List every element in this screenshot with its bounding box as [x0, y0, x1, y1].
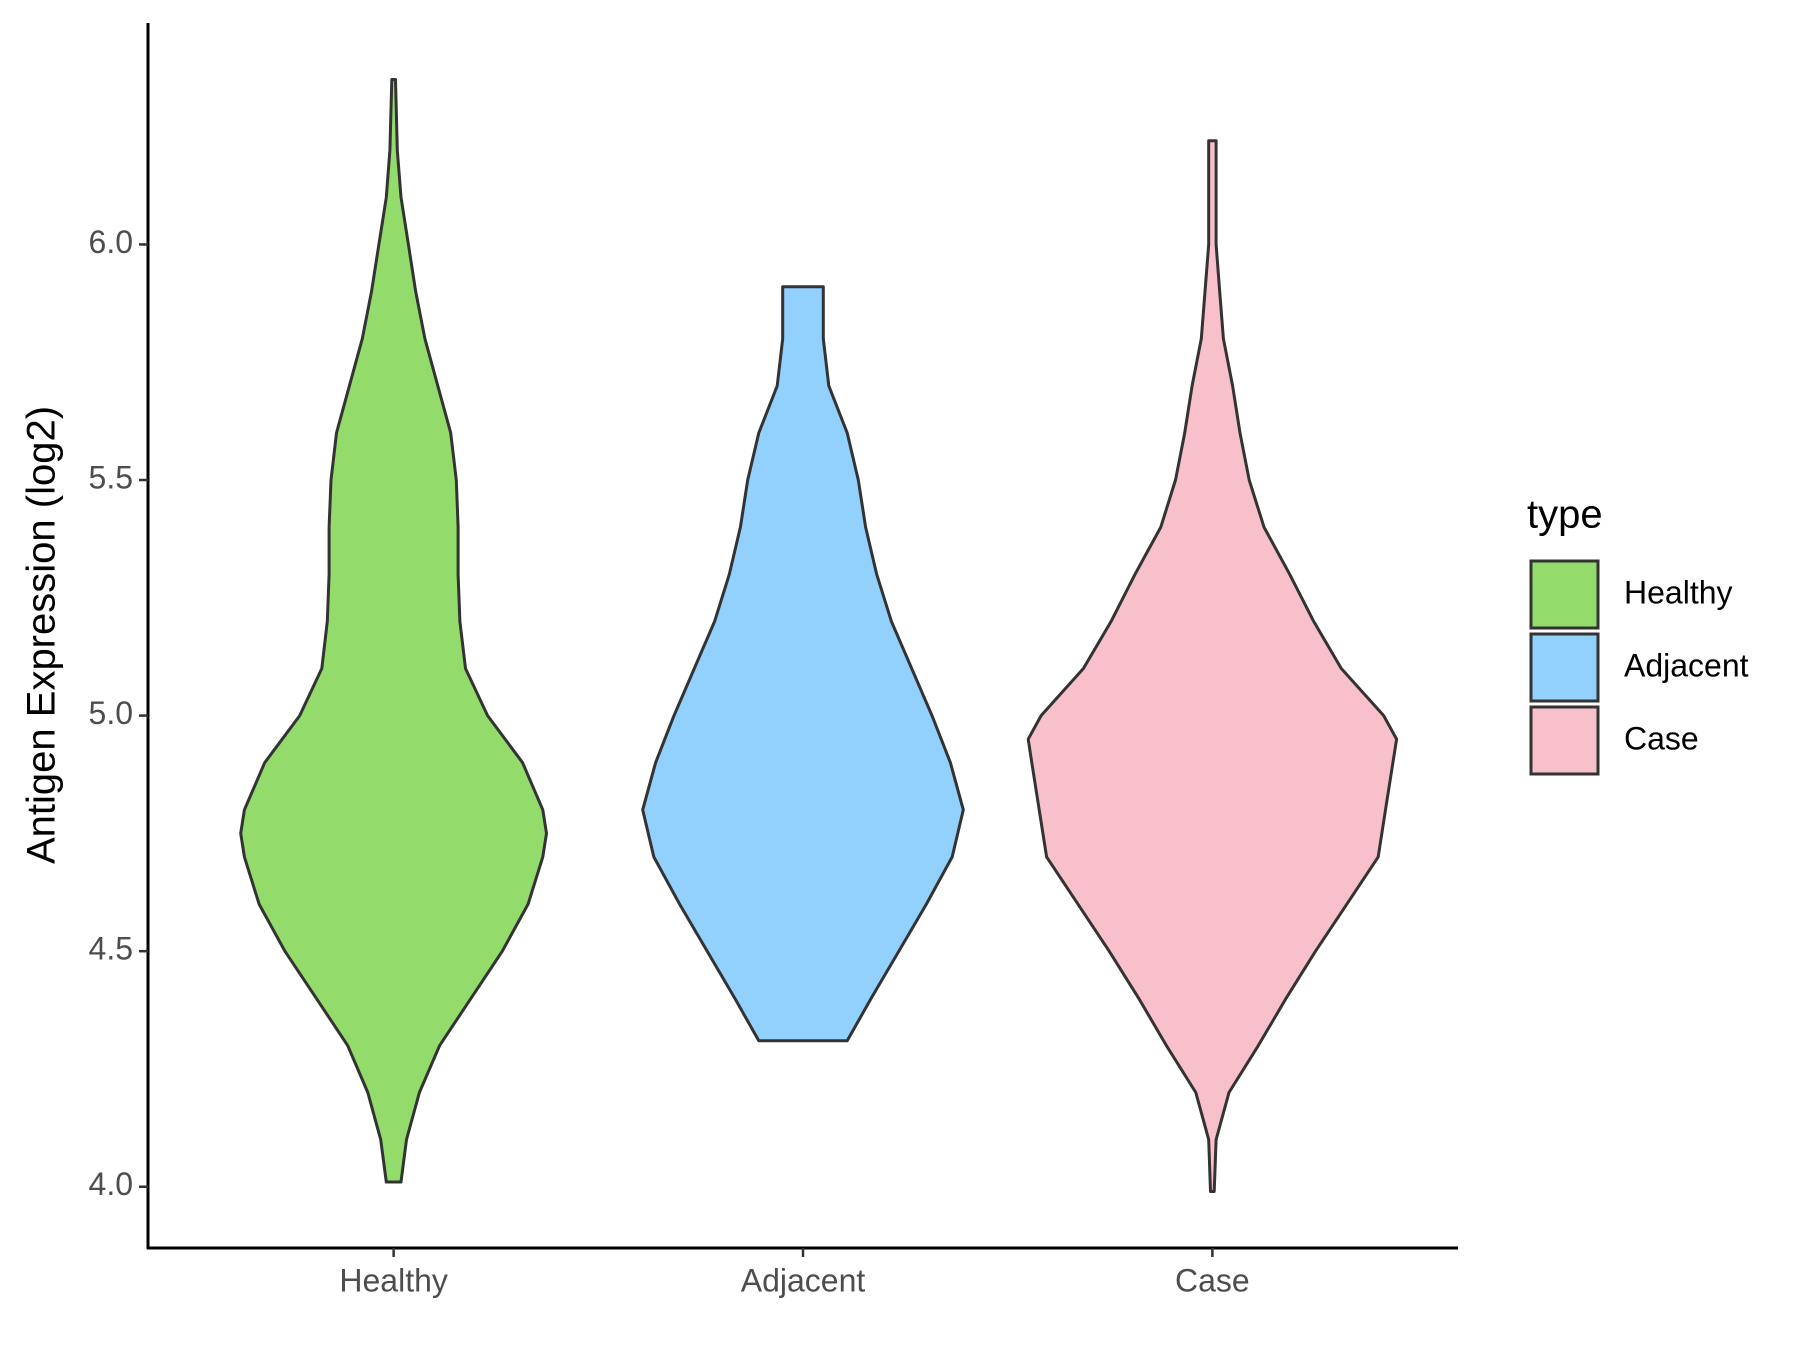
violin	[239, 78, 548, 1184]
y-tick-label: 4.5	[89, 931, 133, 967]
legend-label: Case	[1624, 720, 1699, 756]
legend-label: Adjacent	[1624, 647, 1749, 683]
legend-title: type	[1527, 493, 1603, 537]
legend-label: Healthy	[1624, 574, 1733, 610]
y-tick-label: 4.0	[89, 1166, 133, 1202]
legend-key	[1529, 559, 1600, 630]
x-tick-label: Case	[1175, 1262, 1250, 1298]
y-axis-title: Antigen Expression (log2)	[20, 406, 64, 864]
legend-key	[1529, 632, 1600, 703]
y-tick-label: 5.5	[89, 459, 133, 495]
y-tick-label: 6.0	[89, 224, 133, 260]
y-tick-label: 5.0	[89, 695, 133, 731]
violin	[641, 285, 965, 1043]
violin	[1026, 139, 1399, 1193]
x-tick-label: Adjacent	[741, 1262, 866, 1298]
legend-key	[1529, 705, 1600, 776]
x-tick-label: Healthy	[339, 1262, 448, 1298]
